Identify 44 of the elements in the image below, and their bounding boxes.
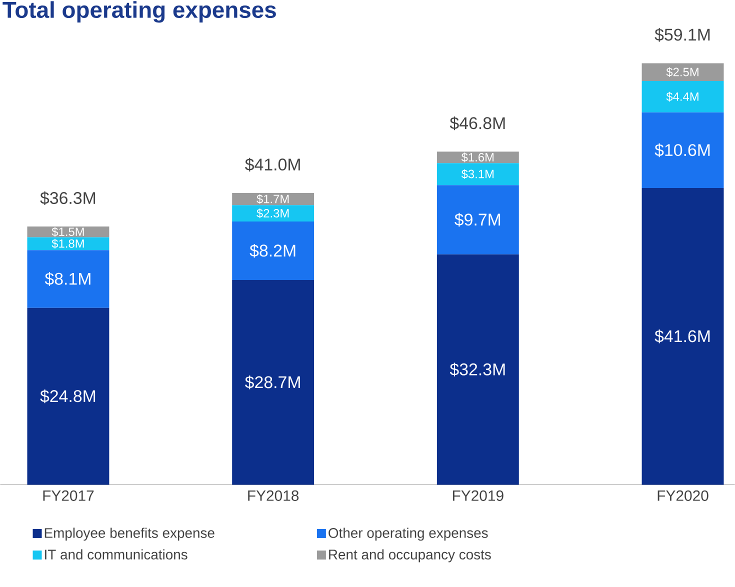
bar (27, 237, 110, 250)
bar (436, 152, 519, 164)
legend-label: Employee benefits expense (44, 528, 214, 541)
data-label: $2.3M (256, 208, 289, 218)
data-label: $28.7M (245, 376, 300, 390)
bar (232, 280, 314, 485)
total-label: $36.3M (40, 191, 96, 206)
data-label: $1.7M (256, 194, 289, 204)
data-label: $1.6M (461, 152, 494, 162)
bar (27, 250, 110, 308)
legend-label: Rent and occupancy costs (329, 549, 491, 562)
data-label: $10.6M (654, 144, 710, 158)
data-label: $1.5M (52, 227, 84, 237)
bar (436, 163, 519, 186)
bar (232, 193, 314, 206)
data-label: $1.8M (52, 238, 84, 249)
data-label: $24.8M (40, 390, 96, 404)
bar (642, 188, 724, 485)
legend-label: IT and communications (45, 549, 188, 560)
total-label: $41.0M (245, 158, 300, 172)
total-label: $46.8M (450, 116, 505, 130)
legend-label: Other operating expenses (328, 528, 488, 541)
bar (642, 63, 724, 82)
bar (436, 185, 519, 255)
x-tick-label: FY2020 (658, 490, 708, 502)
x-tick-label: FY2018 (248, 490, 299, 502)
bar (27, 308, 110, 485)
data-label: $8.2M (250, 244, 296, 258)
data-label: $9.7M (454, 213, 500, 227)
bar (232, 205, 314, 222)
total-label: $59.1M (654, 28, 710, 42)
bar (642, 81, 724, 113)
bar (436, 254, 519, 485)
data-label: $4.4M (666, 92, 698, 102)
x-tick-label: FY2019 (452, 490, 504, 502)
data-label: $8.1M (44, 272, 90, 286)
data-label: $41.6M (654, 330, 710, 344)
x-tick-label: FY2017 (43, 490, 94, 502)
data-label: $2.5M (666, 67, 698, 78)
bar (642, 112, 724, 188)
data-label: $3.1M (461, 169, 494, 180)
bar (232, 222, 314, 280)
data-label: $32.3M (450, 362, 505, 377)
chart-title: Total operating expenses (2, 1, 276, 23)
